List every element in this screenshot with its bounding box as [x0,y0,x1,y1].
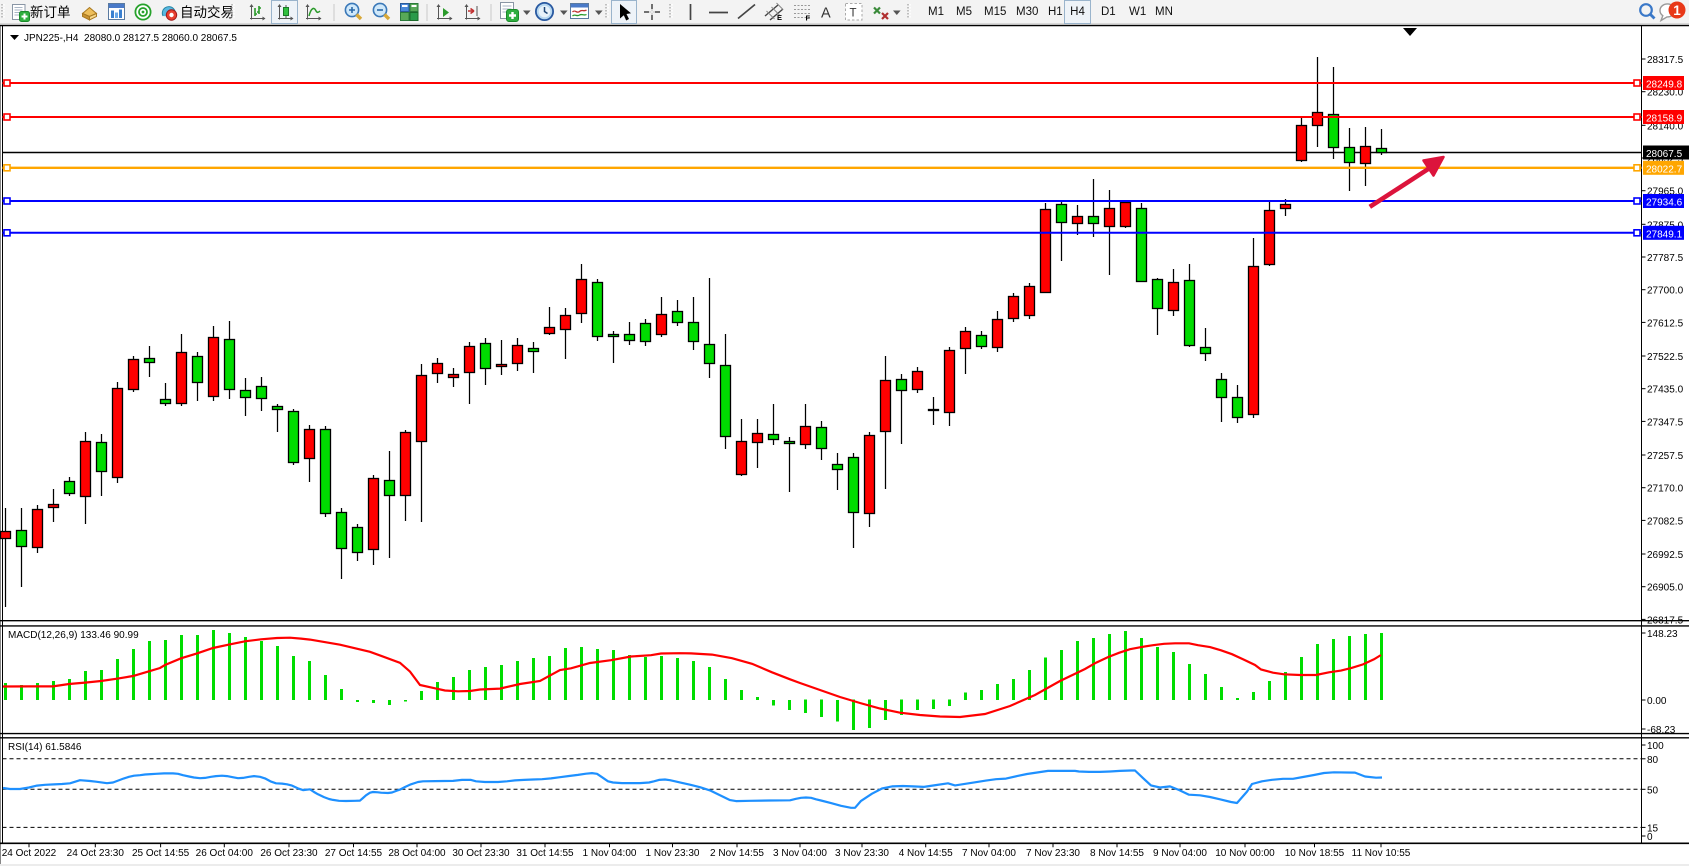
svg-text:28230.0: 28230.0 [1647,88,1684,99]
svg-text:27082.5: 27082.5 [1647,516,1684,527]
svg-text:28249.8: 28249.8 [1646,80,1683,91]
svg-text:JPN225-,H4 28080.0 28127.5 28: JPN225-,H4 28080.0 28127.5 28060.0 28067… [24,33,237,44]
svg-text:27347.5: 27347.5 [1647,417,1684,428]
svg-text:27 Oct 14:55: 27 Oct 14:55 [325,848,383,859]
svg-text:80: 80 [1647,755,1659,766]
svg-text:RSI(14) 61.5846: RSI(14) 61.5846 [8,742,82,753]
svg-text:MACD(12,26,9) 133.46 90.99: MACD(12,26,9) 133.46 90.99 [8,630,139,641]
svg-text:10 Nov 18:55: 10 Nov 18:55 [1285,848,1345,859]
svg-text:28317.5: 28317.5 [1647,55,1684,66]
svg-text:28 Oct 04:00: 28 Oct 04:00 [388,848,446,859]
svg-text:7 Nov 04:00: 7 Nov 04:00 [962,848,1016,859]
svg-text:3 Nov 23:30: 3 Nov 23:30 [835,848,889,859]
svg-text:10 Nov 00:00: 10 Nov 00:00 [1215,848,1275,859]
svg-text:27612.5: 27612.5 [1647,318,1684,329]
svg-text:50: 50 [1647,785,1659,796]
svg-text:27849.1: 27849.1 [1646,229,1683,240]
svg-text:28140.0: 28140.0 [1647,121,1684,132]
svg-text:1 Nov 23:30: 1 Nov 23:30 [646,848,700,859]
svg-text:-68.23: -68.23 [1647,725,1676,736]
svg-text:27934.6: 27934.6 [1646,198,1683,209]
svg-text:自动交易: 自动交易 [180,4,234,20]
svg-text:A: A [821,6,831,22]
svg-text:24 Oct 2022: 24 Oct 2022 [2,848,57,859]
svg-text:28022.7: 28022.7 [1646,164,1683,175]
svg-text:8 Nov 14:55: 8 Nov 14:55 [1090,848,1144,859]
svg-text:E: E [777,13,782,22]
svg-text:4 Nov 14:55: 4 Nov 14:55 [899,848,953,859]
svg-text:27170.0: 27170.0 [1647,484,1684,495]
svg-text:2 Nov 14:55: 2 Nov 14:55 [710,848,764,859]
svg-text:0.00: 0.00 [1647,696,1667,707]
svg-text:新订单: 新订单 [30,5,71,20]
svg-text:28067.5: 28067.5 [1646,149,1683,160]
svg-text:15: 15 [1647,823,1659,834]
svg-text:11 Nov 10:55: 11 Nov 10:55 [1352,848,1411,859]
svg-text:3 Nov 04:00: 3 Nov 04:00 [773,848,827,859]
svg-text:27787.5: 27787.5 [1647,253,1684,264]
svg-text:27522.5: 27522.5 [1647,352,1684,363]
svg-text:1: 1 [1673,3,1681,18]
svg-text:26 Oct 04:00: 26 Oct 04:00 [196,848,254,859]
svg-text:1 Nov 04:00: 1 Nov 04:00 [583,848,637,859]
svg-text:F: F [806,14,811,23]
svg-text:24 Oct 23:30: 24 Oct 23:30 [67,848,125,859]
svg-text:27965.0: 27965.0 [1647,187,1684,198]
svg-text:27257.5: 27257.5 [1647,451,1684,462]
svg-text:31 Oct 14:55: 31 Oct 14:55 [516,848,574,859]
svg-text:30 Oct 23:30: 30 Oct 23:30 [452,848,510,859]
svg-text:9 Nov 04:00: 9 Nov 04:00 [1153,848,1207,859]
svg-text:26905.0: 26905.0 [1647,583,1684,594]
svg-text:7 Nov 23:30: 7 Nov 23:30 [1026,848,1080,859]
svg-text:0: 0 [1647,832,1653,843]
svg-text:T: T [850,8,857,20]
svg-text:28158.9: 28158.9 [1646,114,1683,125]
svg-text:26992.5: 26992.5 [1647,550,1684,561]
svg-text:26 Oct 23:30: 26 Oct 23:30 [260,848,318,859]
svg-text:27435.0: 27435.0 [1647,385,1684,396]
svg-text:148.23: 148.23 [1647,629,1678,640]
svg-text:100: 100 [1647,741,1664,752]
svg-text:27700.0: 27700.0 [1647,286,1684,297]
svg-text:25 Oct 14:55: 25 Oct 14:55 [132,848,190,859]
svg-text:26817.5: 26817.5 [1647,615,1684,626]
